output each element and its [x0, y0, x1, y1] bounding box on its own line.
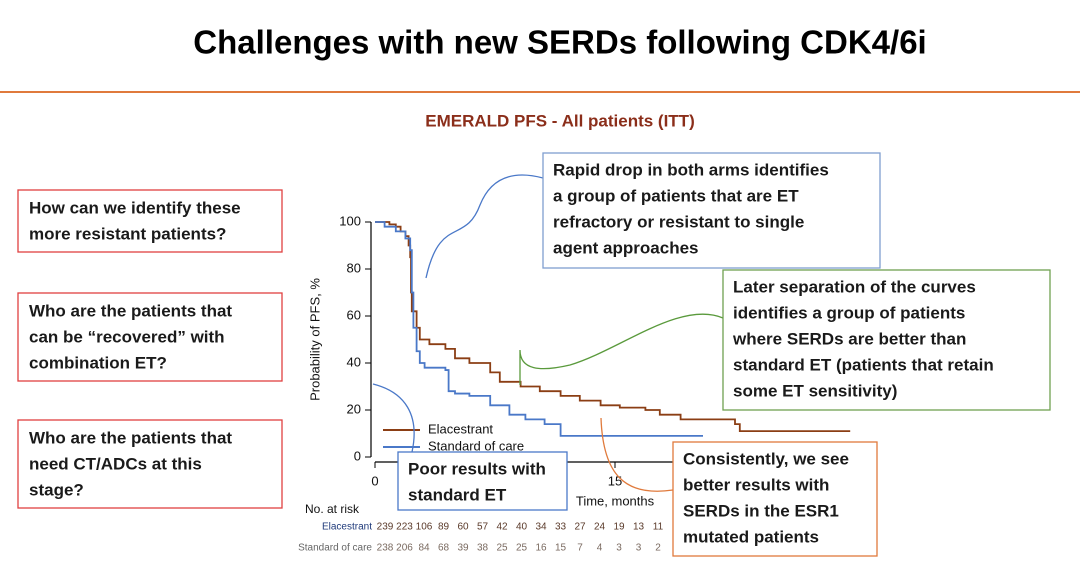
callout-text: where SERDs are better than — [732, 329, 966, 348]
km-curve — [375, 221, 703, 437]
callout-text: better results with — [683, 475, 829, 494]
callout-text: refractory or resistant to single — [553, 212, 804, 231]
callout-text: Rapid drop in both arms identifies — [553, 160, 829, 179]
x-tick-label: 15 — [608, 473, 622, 488]
at-risk-count: 11 — [653, 522, 664, 533]
callout-box — [722, 269, 1051, 411]
question-text: Who are the patients that — [29, 428, 232, 447]
callout-text: Poor results with — [408, 459, 546, 478]
chart-title: EMERALD PFS - All patients (ITT) — [425, 111, 694, 130]
at-risk-count: 238 — [377, 543, 394, 554]
at-risk-count: 4 — [597, 543, 603, 554]
question-box — [17, 419, 283, 509]
at-risk-count: 223 — [396, 522, 413, 533]
y-tick-label: 60 — [347, 307, 361, 322]
at-risk-count: 25 — [516, 543, 528, 554]
at-risk-count: 19 — [613, 522, 625, 533]
question-text: How can we identify these — [29, 198, 241, 217]
callout-text: standard ET (patients that retain — [733, 355, 994, 374]
y-tick-label: 80 — [347, 260, 361, 275]
at-risk-count: 34 — [535, 522, 547, 533]
callout-connector — [600, 417, 674, 492]
at-risk-count: 106 — [416, 522, 433, 533]
y-tick-label: 100 — [339, 213, 361, 228]
at-risk-count: 3 — [636, 543, 642, 554]
at-risk-row-name: Standard of care — [298, 543, 372, 554]
at-risk-count: 84 — [418, 543, 430, 554]
at-risk-count: 33 — [555, 522, 567, 533]
question-text: need CT/ADCs at this — [29, 454, 202, 473]
y-tick-label: 0 — [354, 448, 361, 463]
y-tick-label: 20 — [347, 401, 361, 416]
at-risk-count: 38 — [477, 543, 489, 554]
at-risk-count: 15 — [555, 543, 567, 554]
y-tick-label: 40 — [347, 354, 361, 369]
at-risk-count: 13 — [633, 522, 645, 533]
callout-box — [672, 441, 878, 557]
callout-text: Later separation of the curves — [733, 277, 976, 296]
at-risk-count: 68 — [438, 543, 450, 554]
callout-box — [397, 451, 568, 511]
at-risk-count: 16 — [535, 543, 547, 554]
at-risk-row-name: Elacestrant — [322, 522, 372, 533]
question-text: more resistant patients? — [29, 224, 226, 243]
at-risk-label: No. at risk — [305, 502, 360, 516]
question-text: Who are the patients that — [29, 301, 232, 320]
callout-box — [542, 152, 881, 269]
x-tick-label: 0 — [371, 473, 378, 488]
callout-text: identifies a group of patients — [733, 303, 965, 322]
overlay: How can we identify these more resistant … — [17, 152, 1051, 557]
question-text: stage? — [29, 480, 84, 499]
callout-text: standard ET — [408, 485, 507, 504]
slide-title: Challenges with new SERDs following CDK4… — [193, 24, 926, 61]
callout-text: SERDs in the ESR1 — [683, 501, 839, 520]
at-risk-count: 27 — [574, 522, 586, 533]
question-box — [17, 292, 283, 382]
at-risk-count: 3 — [616, 543, 622, 554]
callout-text: mutated patients — [683, 527, 819, 546]
at-risk-count: 206 — [396, 543, 413, 554]
at-risk-count: 40 — [516, 522, 528, 533]
at-risk-count: 239 — [377, 522, 394, 533]
at-risk-count: 57 — [477, 522, 489, 533]
at-risk-count: 2 — [655, 543, 661, 554]
question-text: can be “recovered” with — [29, 327, 225, 346]
callout-text: a group of patients that are ET — [553, 186, 799, 205]
at-risk-count: 39 — [457, 543, 469, 554]
legend-label: Standard of care — [428, 438, 524, 453]
at-risk-count: 24 — [594, 522, 606, 533]
question-text: combination ET? — [29, 353, 167, 372]
at-risk-count: 89 — [438, 522, 450, 533]
at-risk-count: 7 — [577, 543, 583, 554]
at-risk-count: 25 — [496, 543, 508, 554]
legend-label: Elacestrant — [428, 421, 493, 436]
y-axis-label: Probability of PFS, % — [307, 278, 322, 401]
at-risk-count: 60 — [457, 522, 469, 533]
callout-connector — [372, 383, 415, 453]
callout-text: some ET sensitivity) — [733, 381, 897, 400]
callout-text: agent approaches — [553, 238, 699, 257]
callout-connector — [519, 313, 724, 385]
callout-connector — [425, 174, 544, 279]
at-risk-count: 42 — [496, 522, 508, 533]
x-axis-label: Time, months — [576, 493, 655, 508]
question-box — [17, 189, 283, 253]
callout-text: Consistently, we see — [683, 449, 849, 468]
